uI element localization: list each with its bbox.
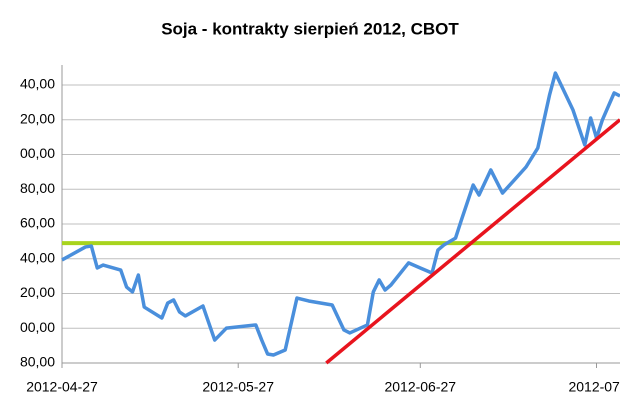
x-tick-label: 2012-06-27: [384, 379, 456, 395]
x-tick-label: 2012-07-: [568, 379, 620, 395]
y-tick-label: 40,00: [20, 249, 55, 265]
x-tick-label: 2012-04-27: [26, 379, 98, 395]
x-tick-label: 2012-05-27: [202, 379, 274, 395]
y-tick-label: 20,00: [20, 110, 55, 126]
price-line: [61, 71, 620, 357]
y-tick-label: 60,00: [20, 215, 55, 231]
y-tick-label: 20,00: [20, 284, 55, 300]
y-tick-label: 00,00: [20, 145, 55, 161]
chart-title: Soja - kontrakty sierpień 2012, CBOT: [161, 19, 459, 38]
trend-line: [325, 118, 620, 365]
y-tick-label: 80,00: [20, 180, 55, 196]
y-tick-label: 40,00: [20, 76, 55, 92]
y-tick-label: 00,00: [20, 319, 55, 335]
y-tick-label: 80,00: [20, 354, 55, 370]
